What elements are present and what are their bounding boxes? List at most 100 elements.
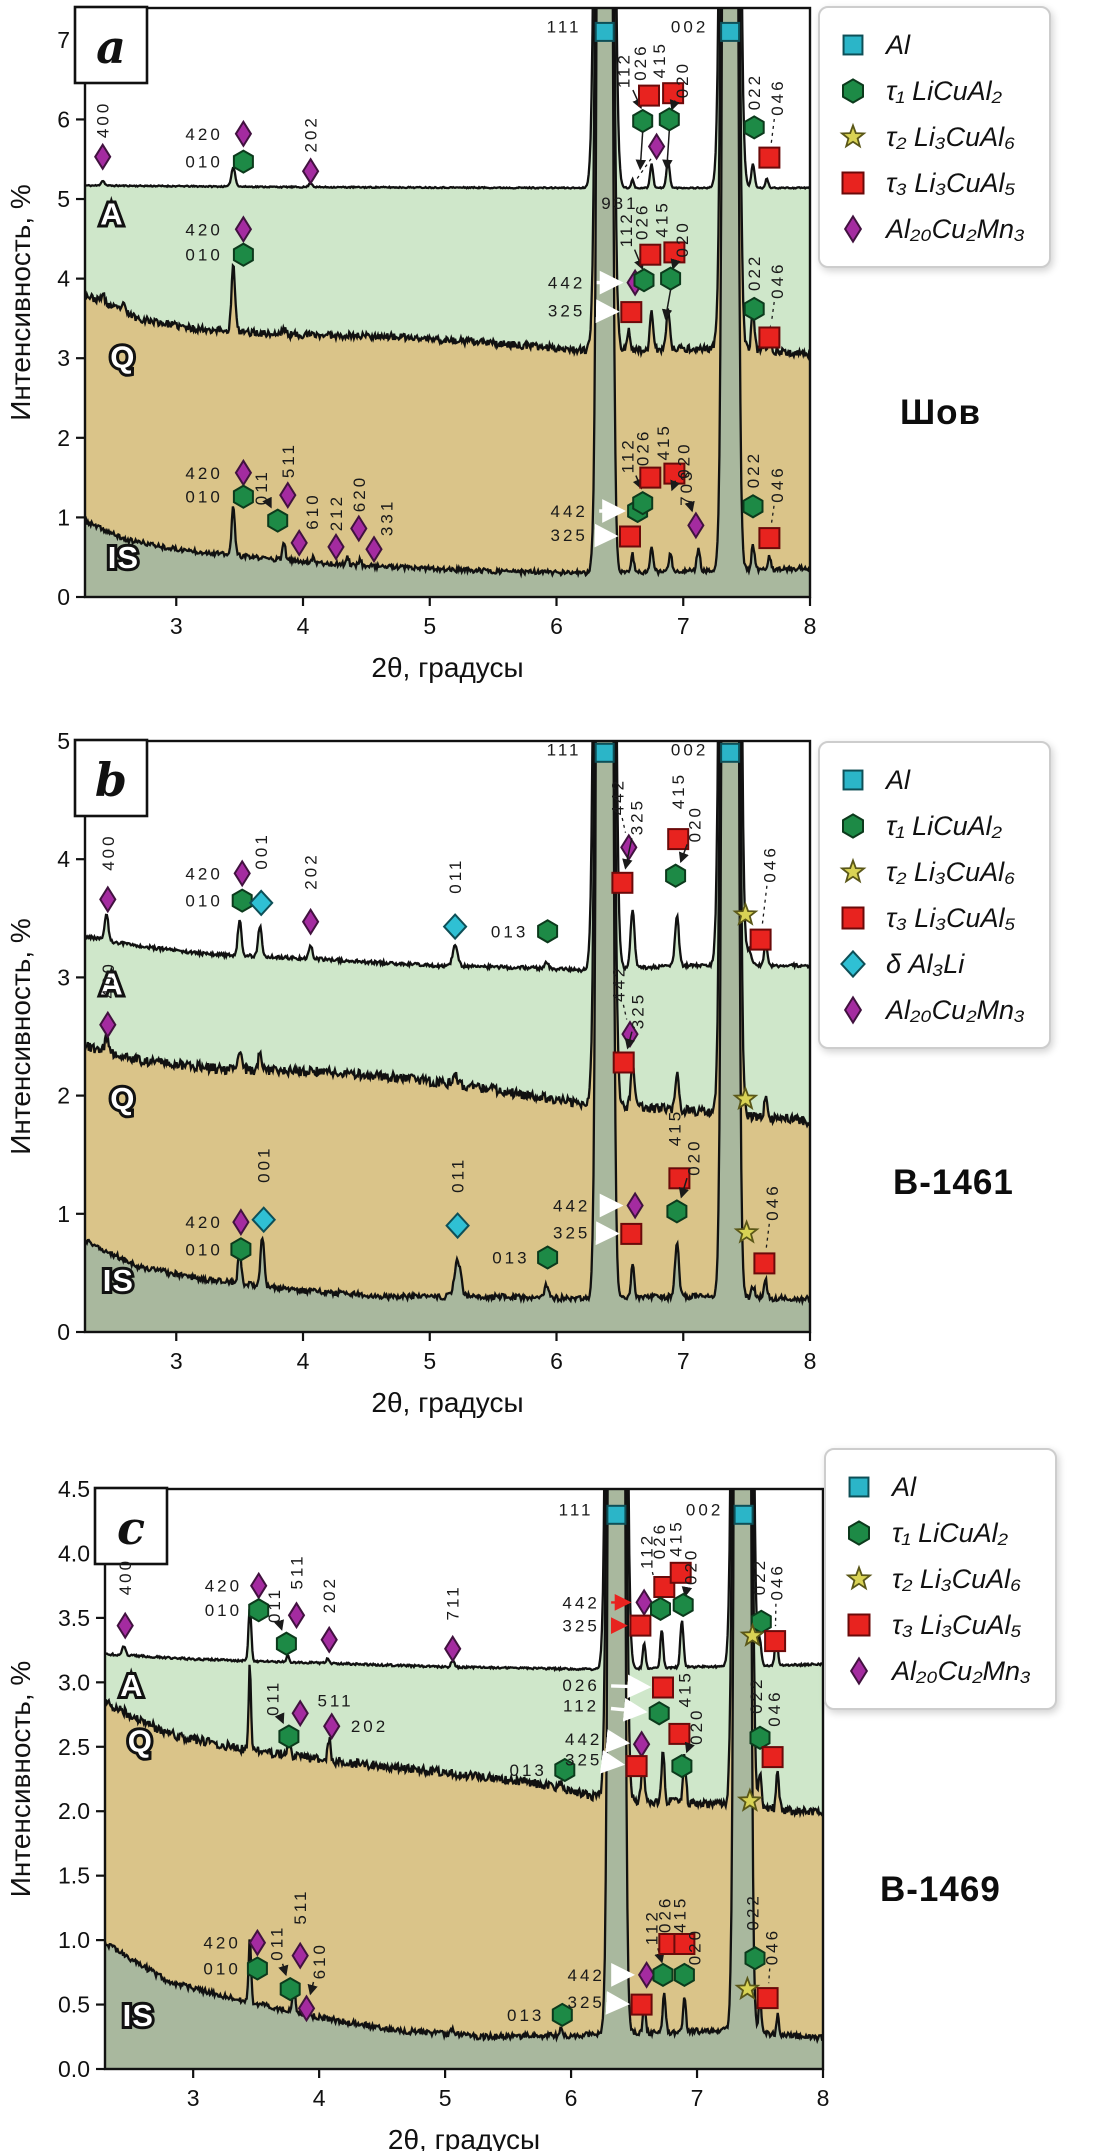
tau3-square-marker [753,1252,776,1275]
y-axis-title: Интенсивность, % [5,184,36,421]
series-IS-line [84,8,811,579]
peak-index-label: 415 [650,41,669,78]
peak-index-label: 415 [665,1109,684,1146]
delta-diamond-marker [442,913,468,941]
peak-index-label: 020 [687,1708,706,1745]
tau1-hexagon-icon [842,78,864,104]
mn-diamond-marker [99,1010,117,1039]
peak-index-label: 046 [760,845,779,882]
peak-index-label: 020 [682,1548,701,1585]
tau1-hexagon-marker [278,1724,300,1749]
peak-index-label: 511 [317,1691,353,1710]
tau1-hexagon-marker [650,1596,671,1622]
peak-index-label: 010 [203,1960,240,1979]
mn-diamond-marker [327,533,345,561]
legend-item-label: τ₃ Li₃CuAl₅ [892,1609,1022,1640]
figure-b: 0 1 2 3 4 5 3 4 5 6 7 8 Интенсивность, % 2θ, градусы b… [0,705,1114,1432]
mn-diamond-marker [94,142,112,171]
leader-line [307,1981,318,1996]
peak-index-label: 325 [562,1617,599,1636]
peak-index-label: 415 [669,772,688,809]
sample-label-b: В-1461 [893,1163,1014,1202]
svg-text:1: 1 [57,1201,70,1227]
tau3-square-marker [761,1746,784,1769]
axis-ticks: 0.0 0.5 1.0 1.5 2.0 2.5 3.0 3.5 4.0 4.5 3 4 5 6 7 8 [58,1476,829,2111]
tau2-star-marker [739,1622,766,1647]
al-square-icon [842,769,864,791]
peak-index-label: 202 [320,1576,339,1613]
peak-index-label: 046 [765,1689,784,1726]
tau1-hexagon-marker [551,2002,573,2028]
mn-diamond-marker [444,1634,462,1663]
leader-line [605,1991,630,2015]
peak-index-label: 442 [568,1966,605,1985]
tau3-square-marker [756,1987,779,2010]
mn-diamond-marker [301,157,320,186]
leader-line [621,817,627,833]
tau1-hexagon-marker [246,1956,268,1981]
peak-index-label: 202 [302,852,321,889]
peak-index-label: 013 [492,1249,529,1268]
tau1-hexagon-marker [660,266,682,291]
svg-text:8: 8 [804,1348,817,1374]
peak-index-label: 026 [562,1676,599,1695]
tau3-square-marker [847,1613,871,1637]
svg-text:4.0: 4.0 [58,1540,90,1566]
peak-index-label: 013 [491,922,528,941]
leader-line [669,99,680,111]
svg-text:Q: Q [110,340,135,375]
y-axis-title: Интенсивность, % [5,918,36,1155]
tau1-hexagon-marker [633,268,655,293]
series-IS-area [85,741,810,1332]
peak-index-label: 112 [643,1909,662,1945]
mn-diamond-marker [279,481,297,509]
tau1-hexagon-marker [232,149,254,174]
peak-index-label: 010 [185,246,222,265]
tau3-square-marker [619,525,641,548]
tau3-square-marker [652,1676,674,1699]
tau3-square-marker [669,1561,692,1584]
legend-item: Al₂₀Cu₂Mn₃ [836,987,1025,1033]
peak-index-label: 020 [673,61,692,98]
svg-text:5: 5 [423,613,436,639]
peak-index-label: 011 [252,469,271,505]
peak-index-label: 202 [351,1717,388,1736]
peak-index-label: 026 [631,43,650,80]
svg-text:0: 0 [57,1319,70,1345]
peak-index-label: 442 [608,778,627,815]
peak-index-label: 002 [686,1501,723,1520]
peak-index-label: 022 [747,1677,766,1714]
leader-line [622,1004,628,1020]
peak-index-label: 046 [767,1563,786,1600]
figure-c: 0.0 0.5 1.0 1.5 2.0 2.5 3.0 3.5 4.0 4.5 3 4 5 6 7 8 Инте… [0,1432,1114,2151]
svg-text:5: 5 [439,2085,452,2111]
legend-item-label: Al [892,1471,917,1502]
tau2-star-marker [733,1219,760,1244]
mn-diamond-marker [232,1208,250,1236]
svg-text:0: 0 [57,584,70,610]
curve-labels: AQ IS [117,1665,156,2036]
peak-index-label: 420 [185,220,222,239]
xrd-plot-a: 0 1 2 3 4 5 6 7 3 4 5 6 7 8 Интенсивность, % 2θ, градус… [5,5,816,683]
delta-diamond-marker [248,889,274,917]
legend-item-label: τ₁ LiCuAl₂ [886,75,1002,106]
svg-text:8: 8 [817,2085,830,2111]
peak-index-label: 325 [553,1224,590,1243]
svg-text:2.5: 2.5 [58,1734,90,1760]
mn-diamond-marker [234,215,253,244]
svg-text:Q: Q [128,1723,153,1758]
sample-label-a: Шов [900,393,982,432]
tau1-hexagon-marker [671,1753,693,1779]
legend-a: Al τ₁ LiCuAl₂ τ₂ Li₃CuAl₆ τ₃ Li₃CuAl₅ Al₂₀Cu… [818,6,1051,268]
mn-diamond-marker [849,1656,869,1686]
svg-text:3: 3 [170,613,183,639]
x-axis-title: 2θ, градусы [388,2124,540,2151]
peak-index-label: 331 [378,499,397,536]
mn-diamond-marker [320,1625,338,1654]
tau1-hexagon-marker [230,1237,252,1262]
svg-text:1: 1 [57,504,70,530]
tau1-hexagon-marker [232,242,254,267]
svg-text:6: 6 [550,613,563,639]
peak-index-label: 112 [615,52,634,88]
delta-diamond-marker [251,1206,277,1234]
